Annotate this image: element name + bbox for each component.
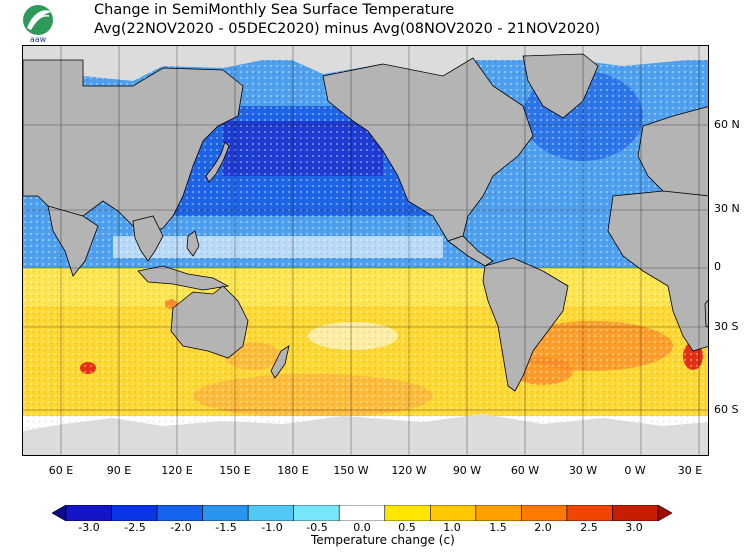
longitude-label: 0 W — [624, 464, 646, 477]
colorbar-tick-label: -3.0 — [78, 521, 100, 534]
land-indochina — [132, 215, 164, 262]
longitude-label: 180 E — [277, 464, 309, 477]
colorbar-cell — [430, 505, 477, 521]
colorbar-tick-label: -0.5 — [306, 521, 328, 534]
colorbar-cell — [293, 505, 340, 521]
landmasses — [23, 53, 708, 392]
colorbar-cell — [65, 505, 112, 521]
land-central-america — [447, 235, 494, 267]
colorbar-cell — [612, 505, 659, 521]
latitude-label: 60 N — [714, 118, 740, 131]
land-japan — [205, 141, 230, 183]
colorbar-cell — [156, 505, 203, 521]
land-madagascar — [704, 299, 708, 328]
longitude-label: 150 E — [219, 464, 251, 477]
colorbar-cell — [521, 505, 568, 521]
colorbar-cells — [65, 505, 659, 521]
colorbar-cell — [384, 505, 431, 521]
longitude-label: 30 E — [677, 464, 703, 477]
colorbar-tick-label: -2.0 — [170, 521, 192, 534]
colorbar-cell — [338, 505, 386, 521]
colorbar-cell — [247, 505, 294, 521]
colorbar-high-arrow — [657, 505, 672, 521]
longitude-label: 120 E — [161, 464, 193, 477]
land-india — [47, 205, 99, 277]
graticule — [23, 46, 708, 455]
colorbar-tick-label: -1.5 — [215, 521, 237, 534]
longitude-label: 90 W — [452, 464, 482, 477]
colorbar-tick-label: 2.0 — [534, 521, 552, 534]
longitude-label: 120 W — [391, 464, 427, 477]
title-line-2: Avg(22NOV2020 - 05DEC2020) minus Avg(08N… — [94, 21, 601, 37]
longitude-label: 60 W — [510, 464, 540, 477]
antarctic-ice — [23, 414, 708, 455]
land-indonesia — [137, 265, 230, 291]
colorbar-cell — [566, 505, 613, 521]
colorbar-low-arrow — [52, 505, 67, 521]
land-new-zealand — [270, 345, 290, 379]
colorbar-cell — [111, 505, 158, 521]
colorbar-tick-label: 0.5 — [398, 521, 416, 534]
longitude-label: 60 E — [48, 464, 74, 477]
colorbar-tick-label: -2.5 — [124, 521, 146, 534]
longitude-label: 30 W — [568, 464, 598, 477]
latitude-label: 0 — [714, 260, 721, 273]
longitude-label: 90 E — [106, 464, 132, 477]
colorbar-tick-label: 3.0 — [625, 521, 643, 534]
colorbar-cell — [475, 505, 522, 521]
svg-text:aaw: aaw — [30, 35, 47, 44]
colorbar-title: Temperature change (c) — [311, 533, 455, 547]
land-australia — [170, 285, 249, 359]
land-south-america — [482, 257, 569, 392]
title-line-1: Change in SemiMonthly Sea Surface Temper… — [94, 2, 455, 18]
latitude-label: 60 S — [714, 403, 739, 416]
land-greenland — [522, 53, 599, 119]
land-north-america — [322, 57, 534, 242]
sst-change-map — [22, 45, 709, 456]
map-title: Change in SemiMonthly Sea Surface Temper… — [94, 1, 600, 39]
colorbar-tick-label: 1.0 — [443, 521, 461, 534]
colorbar-tick-label: 1.5 — [489, 521, 507, 534]
colorbar-tick-label: 2.5 — [580, 521, 598, 534]
agency-logo: aaw — [18, 2, 64, 44]
latitude-label: 30 N — [714, 202, 740, 215]
land-africa — [607, 190, 708, 352]
colorbar-tick-label: -1.0 — [261, 521, 283, 534]
longitude-label: 150 W — [333, 464, 369, 477]
map-canvas — [23, 46, 708, 455]
colorbar-cell — [202, 505, 249, 521]
latitude-label: 30 S — [714, 320, 739, 333]
colorbar — [52, 505, 672, 521]
colorbar-tick-label: 0.0 — [353, 521, 371, 534]
land-philippines — [186, 230, 200, 257]
